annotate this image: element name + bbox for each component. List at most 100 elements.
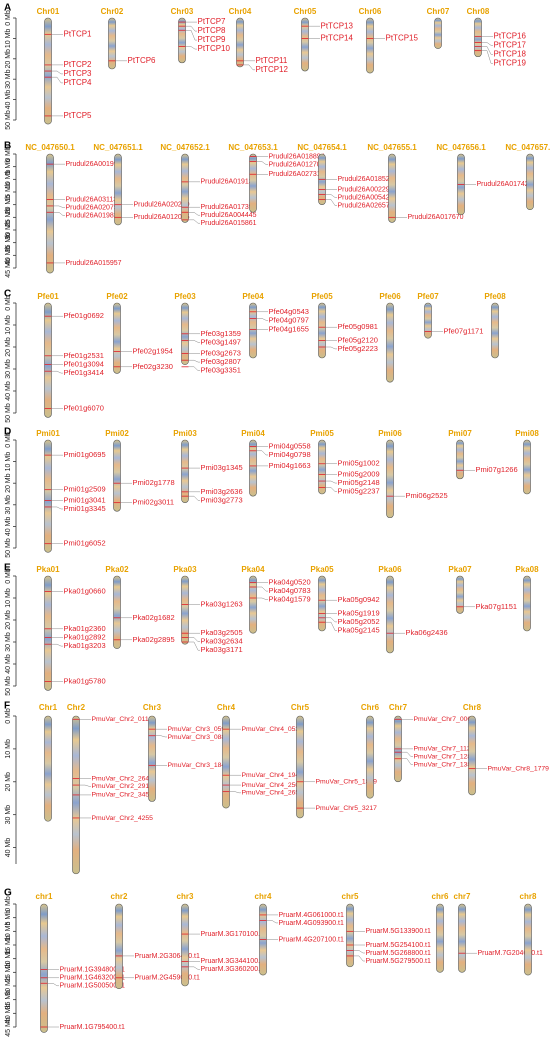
gene-label: Prudul26A015957	[66, 260, 122, 267]
chromosome	[113, 575, 121, 649]
chromosome-name: chr2	[111, 892, 128, 901]
gene-label: Pmi04g1663	[269, 461, 311, 470]
chromosome	[181, 575, 189, 645]
gene-label: PruarM.2G306400.t1	[135, 953, 200, 960]
gene-label: Pmi03g1345	[201, 463, 243, 472]
gene-label: Pka04g0520	[269, 578, 311, 587]
gene-label: PmuVar_Chr2_0118	[92, 716, 153, 723]
gene-label: Pka03g2505	[201, 628, 243, 637]
chromosome	[181, 439, 189, 503]
gene-label: Pfe04g1655	[269, 324, 309, 333]
chromosome-name: Chr1	[39, 703, 58, 712]
gene-label: Pka01g2360	[64, 624, 106, 633]
chromosome-name: chr3	[177, 892, 194, 901]
tick-label: 40 Mb	[5, 246, 12, 266]
gene-label: Pfe01g3094	[64, 360, 104, 369]
gene-label: Pmi01g6052	[64, 539, 106, 548]
tick-label: 40 Mb	[5, 1004, 12, 1024]
chromosome-name: Chr01	[37, 7, 60, 16]
gene-leader	[185, 29, 197, 41]
gene-label: Pfe01g0692	[64, 311, 104, 320]
chromosome-name: NC_047652.1	[160, 143, 210, 152]
gene-label: Pka03g2634	[201, 637, 243, 646]
gene-leader	[353, 955, 365, 962]
gene-label: Pmi01g0695	[64, 450, 106, 459]
chromosome	[318, 302, 326, 359]
chromosome	[108, 17, 116, 70]
gene-label: Pfe03g1497	[201, 337, 241, 346]
gene-label: PtTCP2	[64, 60, 93, 69]
gene-label: Pfe04g0543	[269, 307, 309, 316]
tick-label: 45 Mb	[5, 1017, 12, 1037]
panel: F0 Mb 10 Mb 20 Mb 30 Mb 40 Mb Chr1 Chr2 PmuVar_…	[4, 701, 549, 875]
gene-leader	[188, 966, 200, 970]
chromosome	[434, 17, 442, 49]
gene-label: Prudul26A012015	[134, 214, 190, 221]
gene-leader	[188, 219, 200, 224]
gene-leader	[53, 212, 65, 216]
gene-label: PmuVar_Chr4_0534	[242, 726, 304, 733]
gene-label: PmuVar_Chr3_1845	[168, 762, 230, 769]
gene-leader	[51, 506, 63, 510]
gene-label: PmuVar_Chr7_1128	[414, 746, 475, 753]
gene-label: Pka05g0942	[338, 595, 380, 604]
chromosome-name: Pka03	[173, 565, 197, 574]
chromosome-name: NC_047655.1	[367, 143, 417, 152]
chromosome	[386, 302, 394, 383]
gene-label: PtTCP8	[198, 26, 227, 35]
chromosome-name: Pka06	[378, 565, 402, 574]
chromosome	[178, 17, 186, 64]
gene-label: Pka04g0783	[269, 586, 311, 595]
gene-label: PmuVar_Chr7_0068	[414, 716, 476, 723]
gene-label: PtTCP15	[386, 34, 419, 43]
gene-label: Pfe02g1954	[133, 346, 173, 355]
tick-label: 25 Mb	[5, 963, 12, 983]
gene-label: PruarM.5G133900.t1	[366, 928, 431, 935]
gene-label: Pmi05g2237	[338, 487, 380, 496]
tick-label: 30 Mb	[5, 359, 12, 379]
tick-label: 20 Mb	[5, 337, 12, 357]
gene-leader	[51, 76, 63, 84]
chromosome-name: Chr8	[463, 703, 482, 712]
gene-leader	[481, 42, 493, 46]
gene-label: PruarM.2G459000.t1	[135, 975, 200, 982]
gene-label: PtTCP13	[321, 21, 354, 30]
gene-label: Pfe03g3351	[201, 366, 241, 375]
chromosome	[249, 439, 257, 497]
chromosome	[523, 439, 531, 495]
gene-leader	[229, 791, 241, 794]
gene-leader	[256, 586, 268, 592]
gene-label: Prudul26A026577	[338, 202, 394, 209]
gene-label: Pmi04g0798	[269, 450, 311, 459]
gene-label: Pka01g2892	[64, 633, 106, 642]
chromosome	[474, 17, 482, 58]
chromosome	[114, 153, 122, 226]
gene-label: Pmi07g1266	[476, 465, 518, 474]
chromosome-name: Chr06	[359, 7, 382, 16]
chromosome-name: Pmi08	[515, 429, 539, 438]
gene-label: Prudul26A017391	[201, 204, 257, 211]
gene-leader	[325, 487, 337, 492]
gene-label: Prudul26A027313	[269, 171, 325, 178]
gene-label: Pfe04g0797	[269, 315, 309, 324]
gene-label: Pmi05g1002	[338, 459, 380, 468]
chromosome-name: Pmi03	[173, 429, 197, 438]
tick-label: 0 Mb	[5, 10, 12, 26]
chromosome-name: NC_047650.1	[25, 143, 75, 152]
chromosome-name: chr4	[255, 892, 272, 901]
chromosome-name: NC_047657.1	[505, 143, 550, 152]
chromosome	[523, 575, 531, 632]
gene-label: PruarM.1G463200.t1	[60, 975, 125, 982]
gene-leader	[53, 205, 65, 208]
tick-label: 30 Mb	[5, 69, 12, 89]
chromosome	[346, 903, 354, 968]
chromosome	[44, 302, 52, 418]
chromosome	[436, 903, 444, 973]
chromosome	[424, 302, 432, 339]
gene-label: Pfe01g6070	[64, 404, 104, 413]
gene-label: Pmi04g0558	[269, 441, 311, 450]
gene-label: Pka06g2436	[406, 628, 448, 637]
gene-label: Pka05g2145	[338, 625, 380, 634]
gene-leader	[325, 621, 337, 631]
chromosome	[249, 575, 257, 634]
